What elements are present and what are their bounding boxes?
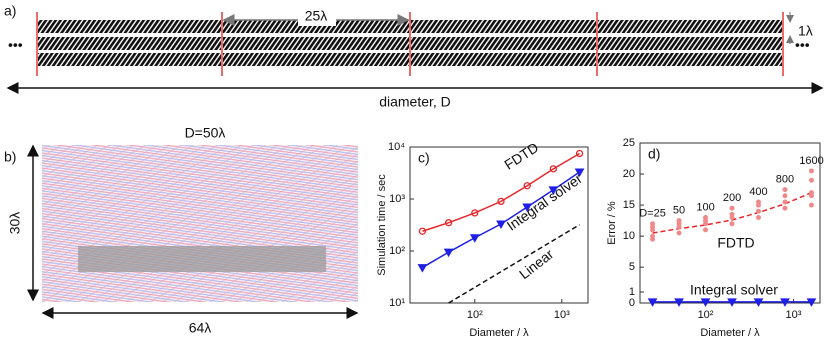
panel-label: d) — [648, 146, 660, 162]
point — [676, 230, 682, 236]
diameter-label: diameter, D — [379, 94, 451, 110]
ellipsis: ••• — [795, 37, 810, 53]
point — [782, 199, 788, 205]
point — [755, 199, 761, 205]
annotation: 200 — [723, 192, 741, 204]
marker — [806, 298, 817, 307]
fiber-bundle — [78, 246, 326, 272]
annotation: 800 — [776, 173, 794, 185]
panel-b: b) D=50λ 30λ 64λ — [4, 125, 359, 336]
x-axis-label: Diameter / λ — [700, 327, 760, 339]
marker — [444, 219, 453, 227]
x-tick-label: 10² — [698, 309, 714, 321]
spacing-label: 25λ — [305, 8, 328, 24]
marker — [522, 203, 533, 213]
y-axis-label: Simulation time / sec — [376, 174, 388, 276]
annotation: 100 — [696, 201, 714, 213]
label-bg — [298, 10, 336, 26]
point — [782, 193, 788, 199]
point — [729, 221, 735, 227]
height-label: 30λ — [7, 212, 23, 235]
series-label: Integral solver — [504, 170, 585, 234]
point — [755, 215, 761, 220]
y-tick-label: 10² — [389, 245, 405, 257]
marker — [418, 227, 427, 235]
marker — [469, 234, 480, 243]
marker — [674, 298, 684, 307]
annotation: 50 — [673, 205, 685, 217]
marker — [753, 298, 764, 307]
annotation: 400 — [749, 186, 767, 198]
panel-label: b) — [4, 149, 16, 165]
y-tick-label: 20 — [623, 168, 635, 180]
width-label: 1λ — [798, 23, 813, 39]
y-tick-label: 10¹ — [389, 297, 405, 309]
point — [808, 168, 814, 174]
x-axis-label: Diameter / λ — [469, 327, 529, 339]
marker — [780, 298, 790, 307]
ellipsis: ••• — [8, 37, 23, 53]
series-label: FDTD — [501, 139, 541, 173]
y-axis-label: Error / % — [606, 201, 618, 245]
point — [650, 233, 656, 239]
marker — [471, 209, 479, 217]
panel-label: c) — [418, 150, 430, 166]
point — [676, 218, 682, 224]
point — [782, 205, 788, 211]
marker — [523, 182, 531, 190]
y-tick-label: 10 — [623, 230, 635, 242]
panel-a: a) ••• ••• 25λ 1λ diameter, D — [4, 3, 824, 110]
point — [650, 221, 656, 227]
point — [808, 177, 814, 183]
point — [703, 227, 709, 233]
marker — [575, 149, 584, 158]
point — [729, 205, 735, 211]
x-tick-label: 10³ — [554, 309, 570, 321]
marker — [574, 168, 585, 178]
panel-label: a) — [4, 3, 16, 19]
annotation: 1600 — [799, 155, 823, 167]
y-tick-label: 10⁴ — [388, 141, 405, 153]
series-label: Integral solver — [690, 282, 778, 298]
marker — [549, 165, 558, 173]
marker — [647, 298, 658, 307]
point — [782, 187, 788, 193]
y-tick-label: 15 — [623, 199, 635, 211]
y-tick-label: 10³ — [389, 193, 405, 205]
point — [703, 215, 709, 220]
marker — [443, 248, 454, 258]
series-label: Linear — [516, 245, 557, 282]
series-line — [422, 152, 580, 232]
point — [808, 190, 814, 196]
plot-frame — [409, 146, 589, 304]
marker — [548, 186, 559, 195]
marker — [700, 298, 711, 307]
marker — [496, 220, 506, 230]
annotation: D=25 — [639, 208, 666, 220]
marker — [727, 298, 737, 307]
point — [755, 208, 761, 214]
x-tick-label: 10² — [467, 309, 483, 321]
marker — [417, 264, 428, 273]
field-image — [42, 145, 358, 302]
series-line — [448, 224, 580, 304]
y-tick-label: 1 — [629, 286, 635, 298]
period-lines — [36, 12, 784, 76]
width-label: 64λ — [189, 320, 212, 336]
point — [808, 202, 814, 208]
y-tick-label: 25 — [623, 137, 635, 149]
point — [729, 211, 735, 217]
x-tick-label: 10³ — [786, 309, 802, 321]
y-tick-label: 5 — [629, 261, 635, 273]
panel-title: D=50λ — [185, 125, 226, 141]
marker — [497, 197, 505, 206]
y-tick-label: 0 — [629, 297, 635, 309]
series-label: FDTD — [717, 235, 754, 251]
